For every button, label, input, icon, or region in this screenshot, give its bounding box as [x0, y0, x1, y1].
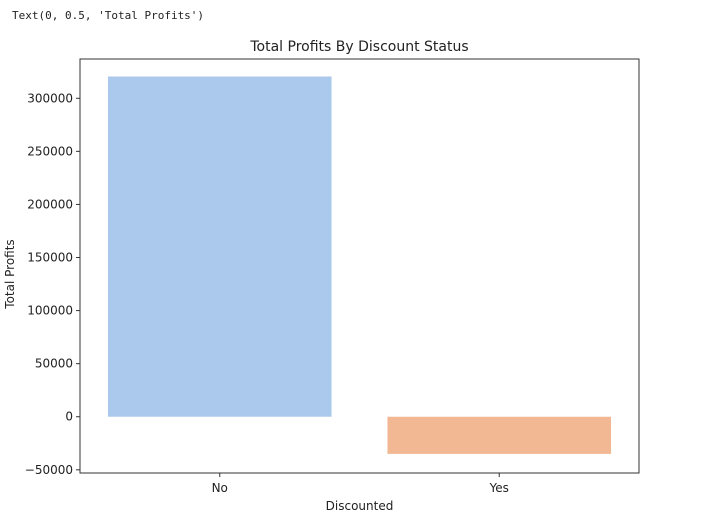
bar-yes: [387, 416, 612, 454]
cell-output-text: Text(0, 0.5, 'Total Profits'): [12, 9, 205, 22]
bar-no: [107, 76, 332, 417]
x-tick-label: Yes: [489, 481, 509, 495]
y-tick-label: −50000: [25, 463, 73, 477]
x-axis-ticks: No Yes: [212, 473, 509, 495]
y-tick-label: 150000: [27, 251, 73, 265]
y-tick-label: 300000: [27, 91, 73, 105]
y-tick-label: 250000: [27, 144, 73, 158]
y-tick-label: 0: [65, 410, 73, 424]
y-tick-label: 50000: [35, 357, 73, 371]
y-tick-label: 200000: [27, 197, 73, 211]
x-axis-label: Discounted: [326, 499, 394, 513]
plot-frame: [79, 58, 640, 474]
chart-title: Total Profits By Discount Status: [249, 39, 468, 55]
y-axis-ticks: −50000 0 50000 100000 150000 200000 250000 3000…: [25, 91, 80, 477]
bars-layer: [107, 76, 612, 454]
y-axis-label: Total Profits: [3, 239, 17, 309]
x-tick-label: No: [212, 481, 228, 495]
y-tick-label: 100000: [27, 304, 73, 318]
